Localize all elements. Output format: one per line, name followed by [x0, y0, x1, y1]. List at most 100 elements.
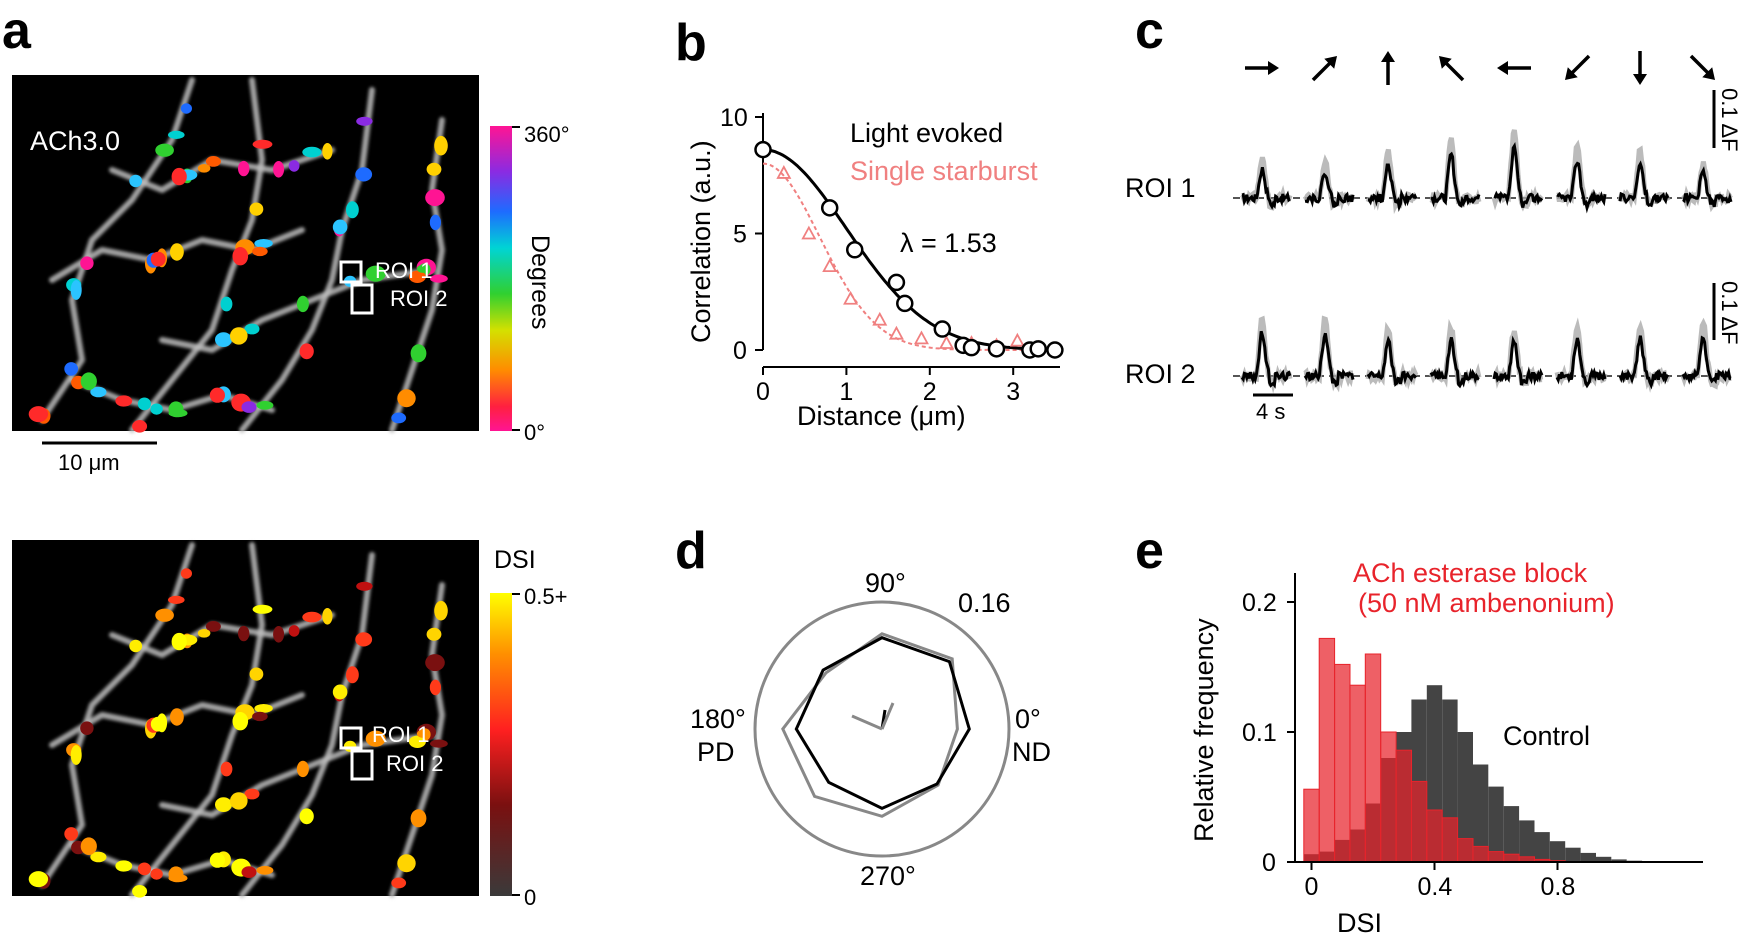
- x-tick-label: 0: [1305, 873, 1319, 901]
- punctum-top: [137, 397, 151, 411]
- direction-arrow-icon: [1689, 54, 1716, 81]
- punctum-bottom: [238, 625, 250, 642]
- trace-roi-2: [1618, 335, 1670, 390]
- roi-1-label-bottom: ROI 1: [372, 722, 429, 747]
- punctum-bottom: [355, 632, 373, 647]
- punctum-top: [434, 135, 448, 156]
- direction-arrow-icon: [1245, 61, 1279, 75]
- arrow-head: [1633, 74, 1647, 85]
- bar-control: [1519, 820, 1535, 862]
- panel-label-b: b: [675, 14, 707, 72]
- panel-label-c: c: [1135, 2, 1164, 60]
- punctum-top: [391, 412, 407, 424]
- punctum-top: [299, 343, 314, 360]
- punctum-bottom: [230, 792, 248, 810]
- punctum-bottom: [332, 684, 348, 700]
- vector-sum-roi-2b: [880, 702, 895, 730]
- punctum-bottom: [356, 581, 373, 591]
- punctum-bottom: [64, 827, 79, 841]
- punctum-bottom: [252, 711, 268, 722]
- roi-1-label-top: ROI 1: [375, 258, 432, 283]
- bar-control: [1565, 847, 1581, 862]
- legend-light-evoked: Light evoked: [850, 118, 1003, 148]
- punctum-top: [244, 323, 260, 335]
- colorbar-tick-label-bottom: 0: [524, 885, 536, 910]
- punctum-top: [238, 160, 250, 177]
- punctum-top: [430, 274, 448, 283]
- angle-label-90: 90°: [865, 568, 906, 598]
- punctum-top: [322, 143, 333, 160]
- punctum-bottom: [302, 611, 322, 623]
- bar-ach-esterase: [1426, 809, 1443, 863]
- panel-c: ROI 1 ROI 2 0.1 ΔF 0.1 ΔF 4 s: [1125, 51, 1742, 424]
- data-point-light-evoked: [896, 294, 914, 313]
- y-tick-label: 0.2: [1242, 589, 1277, 617]
- trace-roi-2: [1303, 332, 1355, 388]
- arrow-head: [1324, 55, 1338, 69]
- punctum-top: [355, 167, 373, 182]
- trace-roi-1: [1682, 166, 1733, 208]
- punctum-top: [397, 389, 416, 408]
- punctum-top: [256, 400, 274, 410]
- scale-label-time: 4 s: [1256, 399, 1285, 424]
- punctum-bottom: [408, 735, 426, 748]
- bar-ach-esterase: [1457, 838, 1474, 863]
- punctum-top: [115, 395, 133, 407]
- trace-roi-1: [1556, 161, 1607, 214]
- data-point-single-starburst: [843, 290, 859, 305]
- punctum-bottom: [168, 866, 184, 883]
- roi-1-box-top: [339, 260, 363, 284]
- trace-roi-2: [1555, 337, 1607, 389]
- punctum-bottom: [397, 854, 416, 873]
- punctum-bottom: [180, 568, 192, 579]
- punctum-bottom: [346, 666, 359, 684]
- punctum-top: [150, 403, 163, 415]
- punctum-top: [425, 189, 445, 207]
- punctum-bottom: [137, 862, 151, 876]
- bar-control: [1457, 732, 1473, 862]
- row-label-roi-2: ROI 2: [1125, 359, 1196, 389]
- arrow-head: [1564, 67, 1578, 81]
- data-point-light-evoked: [962, 338, 981, 357]
- punctum-top: [129, 174, 143, 188]
- data-point-single-starburst: [938, 335, 954, 349]
- punctum-bottom: [171, 632, 187, 651]
- y-axis-label: Relative frequency: [1189, 618, 1219, 842]
- data-point-light-evoked: [1046, 341, 1064, 359]
- x-tick-label: 0: [756, 378, 770, 406]
- angle-label-0: 0°: [1015, 704, 1041, 734]
- punctum-bottom: [28, 871, 49, 888]
- dendrite-top-0: [39, 77, 195, 423]
- punctum-top: [209, 387, 225, 403]
- legend-ach-esterase: ACh esterase block: [1353, 558, 1588, 588]
- trace-roi-2: [1492, 335, 1544, 386]
- polar-trace-roi-1: [794, 636, 971, 811]
- punctum-top: [197, 164, 211, 173]
- punctum-bottom: [252, 604, 273, 614]
- punctum-bottom: [205, 621, 221, 632]
- trace-roi-1: [1241, 167, 1291, 210]
- direction-arrow-icon: [1311, 55, 1338, 82]
- trace-roi-1: [1493, 142, 1544, 208]
- punctum-bottom: [150, 716, 166, 732]
- punctum-top: [171, 167, 187, 186]
- bar-ach-esterase: [1349, 684, 1366, 863]
- roi-2-box-top: [350, 283, 374, 315]
- polar-outer-ring: [753, 600, 1011, 858]
- dendrite-bottom-0: [39, 542, 195, 888]
- x-tick-label: 2: [923, 378, 937, 406]
- trace-roi-1: [1304, 172, 1355, 208]
- bar-ach-esterase: [1472, 845, 1489, 863]
- punctum-bottom: [244, 788, 260, 800]
- punctum-top: [426, 162, 442, 176]
- panel-label-a: a: [2, 2, 32, 60]
- colorbar-hue: [490, 126, 512, 431]
- punctum-bottom: [80, 837, 97, 855]
- panel-label-d: d: [675, 522, 707, 580]
- punctum-top: [356, 116, 373, 126]
- data-point-light-evoked: [845, 241, 864, 259]
- punctum-bottom: [80, 721, 94, 735]
- punctum-top: [416, 264, 430, 273]
- punctum-top: [70, 280, 82, 300]
- arrow-head: [1268, 61, 1279, 75]
